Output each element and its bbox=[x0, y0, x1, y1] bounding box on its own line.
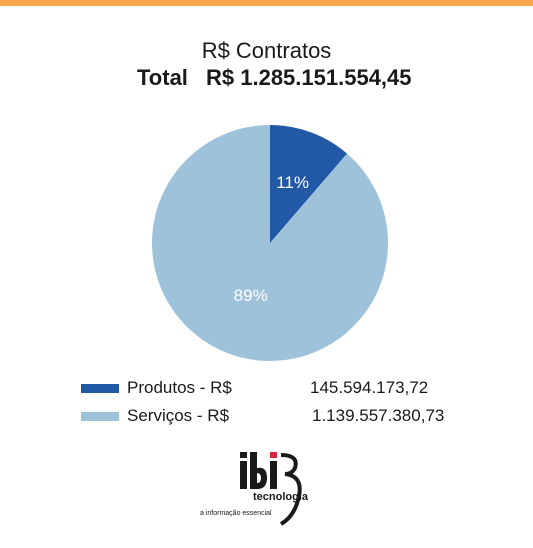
pie-slice-label-1: 89% bbox=[234, 286, 268, 305]
legend-value-produtos: 145.594.173,72 bbox=[310, 378, 429, 397]
ibi-tecnologia-logo: tecnologia a informação essencial bbox=[200, 452, 309, 526]
pie-slice-1 bbox=[152, 125, 388, 361]
logo-tagline: a informação essencial bbox=[200, 510, 272, 517]
legend-value-servicos: 1.139.557.380,73 bbox=[312, 406, 445, 425]
chart-title: R$ Contratos bbox=[201, 38, 332, 63]
pie-slice-0 bbox=[270, 125, 348, 243]
total-label: Total bbox=[137, 65, 188, 90]
legend-swatch-produtos bbox=[81, 384, 119, 393]
pie-chart: 11% 89% bbox=[152, 125, 388, 361]
pie-slice-label-0: 11% bbox=[276, 173, 309, 192]
legend-swatch-servicos bbox=[81, 412, 119, 421]
legend-label-servicos: Serviços - R$ bbox=[127, 406, 230, 425]
logo-subtitle: tecnologia bbox=[253, 491, 309, 503]
legend-item-servicos: Serviços - R$ 1.139.557.380,73 bbox=[81, 406, 481, 428]
legend-label-produtos: Produtos - R$ bbox=[127, 378, 232, 397]
top-accent-bar bbox=[0, 0, 533, 6]
legend-item-produtos: Produtos - R$ 145.594.173,72 bbox=[81, 378, 481, 400]
total-value: R$ 1.285.151.554,45 bbox=[206, 65, 412, 90]
